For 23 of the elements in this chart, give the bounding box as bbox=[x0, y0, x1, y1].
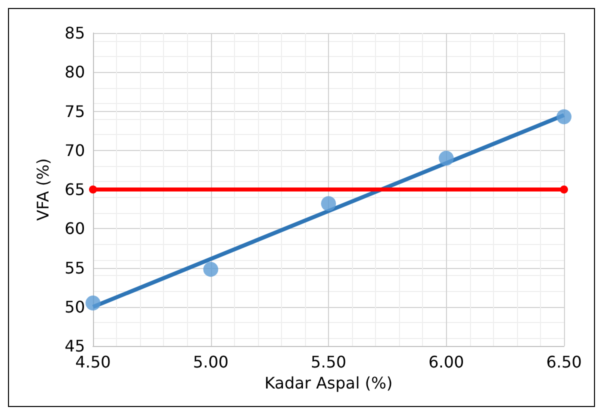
x-tick-label: 5.50 bbox=[310, 352, 346, 372]
x-tick-label: 6.00 bbox=[428, 352, 464, 372]
point bbox=[89, 186, 97, 194]
x-tick-label: 4.50 bbox=[75, 352, 111, 372]
y-tick-label: 70 bbox=[64, 140, 85, 160]
y-axis-title: VFA (%) bbox=[34, 158, 52, 221]
y-tick-label: 75 bbox=[64, 102, 85, 121]
y-tick-label: 85 bbox=[64, 24, 85, 42]
point bbox=[321, 196, 336, 212]
x-tick-label: 6.50 bbox=[546, 352, 582, 372]
x-axis-title: Kadar Aspal (%) bbox=[264, 373, 393, 392]
y-tick-label: 60 bbox=[64, 219, 85, 238]
point bbox=[203, 262, 218, 277]
point bbox=[86, 295, 100, 310]
x-tick-label: 5.00 bbox=[192, 352, 229, 372]
y-tick-label: 65 bbox=[64, 180, 85, 199]
y-tick-label: 55 bbox=[64, 258, 85, 278]
point bbox=[560, 186, 568, 194]
point bbox=[438, 150, 454, 166]
y-tick-label: 80 bbox=[64, 62, 85, 82]
y-tick-label: 50 bbox=[64, 297, 85, 316]
point bbox=[556, 109, 572, 124]
y-tick-label: 45 bbox=[64, 336, 85, 356]
